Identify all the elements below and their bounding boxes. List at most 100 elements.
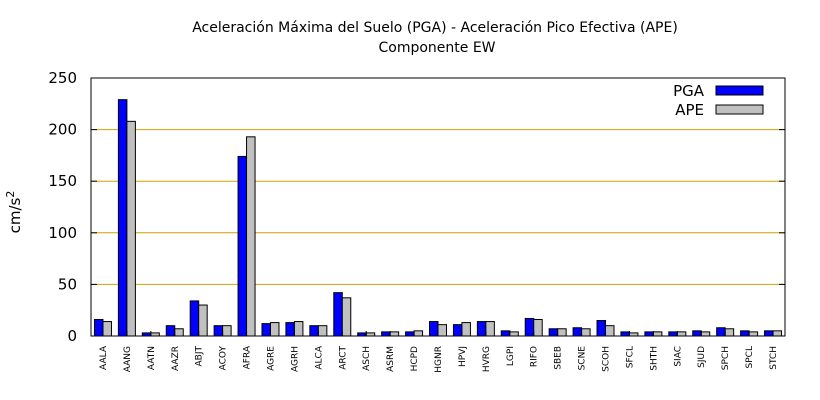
y-axis-label-unit: cm/s: [6, 197, 24, 233]
gridlines: [91, 129, 785, 285]
bar-pga-hvrg: [476, 321, 487, 337]
x-tick-label: SPCL: [745, 346, 755, 368]
y-tick-label: 200: [48, 121, 77, 139]
y-tick-label: 50: [58, 275, 77, 293]
bar-ape-hpvj: [461, 322, 471, 337]
x-tick-label: SBEB: [554, 346, 564, 370]
bar-ape-arct: [341, 297, 352, 337]
bar-pga-alca: [309, 325, 319, 337]
x-tick-label: LGPI: [506, 346, 516, 366]
bar-ape-spcl: [748, 331, 759, 337]
x-axis: AALA AANG AATN AAZR ABJT ACOY AFRA AGRE AGRH ALCA…: [99, 331, 779, 373]
x-tick-label: RIFO: [530, 346, 540, 367]
bar-ape-aazr: [174, 328, 184, 337]
x-tick-label: AGRE: [266, 346, 276, 371]
x-tick-label: ARCT: [338, 346, 348, 370]
bar-ape-scne: [581, 328, 591, 337]
x-tick-label: SCOH: [602, 346, 612, 372]
x-tick-label: ASRM: [386, 346, 396, 372]
bar-ape-alca: [317, 325, 328, 337]
x-tick-label: HPVJ: [458, 346, 468, 367]
bar-pga-sfcl: [620, 331, 630, 337]
bar-ape-rifo: [533, 318, 543, 337]
bar-pga-aang: [117, 99, 128, 337]
bar-ape-asrm: [389, 331, 400, 337]
bar-pga-spch: [716, 327, 726, 337]
y-axis-label-superscript: 2: [4, 191, 17, 198]
y-tick-label: 0: [67, 327, 77, 345]
legend-swatch-pga: [715, 85, 764, 96]
bar-pga-scoh: [596, 320, 607, 337]
bar-ape-scoh: [605, 325, 615, 337]
x-tick-label: AALA: [99, 345, 109, 370]
bar-ape-sjud: [700, 331, 711, 337]
x-tick-label: AFRA: [243, 345, 253, 369]
y-tick-label: 150: [48, 172, 77, 190]
legend-swatch-ape: [715, 104, 764, 115]
bar-pga-hgnr: [429, 321, 439, 337]
y-axis-label: cm/s2: [4, 191, 24, 234]
x-tick-label: ACOY: [219, 346, 229, 371]
chart-title: Aceleración Máxima del Suelo (PGA) - Ace…: [192, 20, 678, 36]
y-tick-label: 100: [48, 224, 77, 242]
bar-ape-siac: [676, 331, 687, 337]
bar-pga-acoy: [213, 325, 224, 337]
x-tick-label: SCNE: [578, 346, 588, 371]
x-tick-label: AANG: [123, 346, 133, 372]
bar-pga-siac: [668, 331, 678, 337]
bar-pga-afra: [237, 155, 248, 337]
bar-pga-shth: [644, 331, 654, 337]
bar-pga-hcpd: [405, 331, 415, 337]
legend-label-pga: PGA: [673, 82, 705, 100]
bar-ape-lgpi: [509, 331, 519, 337]
bar-ape-acoy: [222, 325, 232, 337]
y-axis: 0 50 100 150 200 250: [48, 69, 785, 345]
x-tick-label: SJUD: [697, 346, 707, 368]
bar-pga-asrm: [381, 331, 391, 337]
bar-ape-aang: [126, 120, 136, 337]
y-tick-label: 250: [48, 69, 77, 87]
bar-ape-agrh: [293, 321, 304, 337]
x-tick-label: SHTH: [649, 346, 659, 371]
bar-ape-hvrg: [485, 321, 495, 337]
chart-subtitle: Componente EW: [378, 40, 495, 56]
bar-pga-sjud: [692, 330, 702, 337]
x-tick-label: SFCL: [625, 346, 635, 368]
bar-ape-hgnr: [437, 324, 447, 337]
x-tick-label: ABJT: [195, 345, 205, 366]
x-tick-label: AGRH: [290, 346, 300, 372]
bar-pga-sbeb: [548, 328, 559, 337]
bar-pga-agre: [261, 323, 271, 337]
bar-ape-spch: [724, 328, 735, 337]
x-tick-label: HVRG: [482, 346, 492, 372]
legend-label-ape: APE: [675, 101, 704, 119]
x-tick-label: AAZR: [171, 346, 181, 371]
bar-ape-abjt: [198, 304, 208, 337]
bar-ape-sbeb: [557, 328, 567, 337]
bar-pga-scne: [572, 327, 583, 337]
bar-ape-stch: [772, 330, 783, 337]
bar-pga-stch: [764, 330, 774, 337]
bar-pga-agrh: [285, 322, 295, 337]
x-tick-label: STCH: [769, 346, 779, 370]
bar-ape-shth: [652, 331, 663, 337]
bar-ape-aala: [102, 321, 112, 337]
bar-ape-hcpd: [413, 330, 424, 337]
bar-pga-aazr: [165, 325, 176, 337]
x-tick-label: AATN: [147, 346, 157, 370]
x-tick-label: SIAC: [673, 346, 683, 367]
bar-pga-arct: [333, 292, 343, 337]
bar-pga-lgpi: [500, 330, 511, 337]
x-tick-label: HGNR: [434, 346, 444, 373]
bar-pga-aala: [93, 318, 104, 337]
bar-ape-afra: [246, 136, 256, 337]
x-tick-label: ASCH: [362, 346, 372, 371]
x-tick-label: HCPD: [410, 346, 420, 371]
bar-pga-rifo: [524, 317, 535, 337]
bar-pga-hpvj: [452, 324, 463, 337]
bar-pga-spcl: [740, 330, 750, 337]
x-tick-label: ALCA: [314, 345, 324, 369]
x-tick-label: SPCH: [721, 346, 731, 370]
